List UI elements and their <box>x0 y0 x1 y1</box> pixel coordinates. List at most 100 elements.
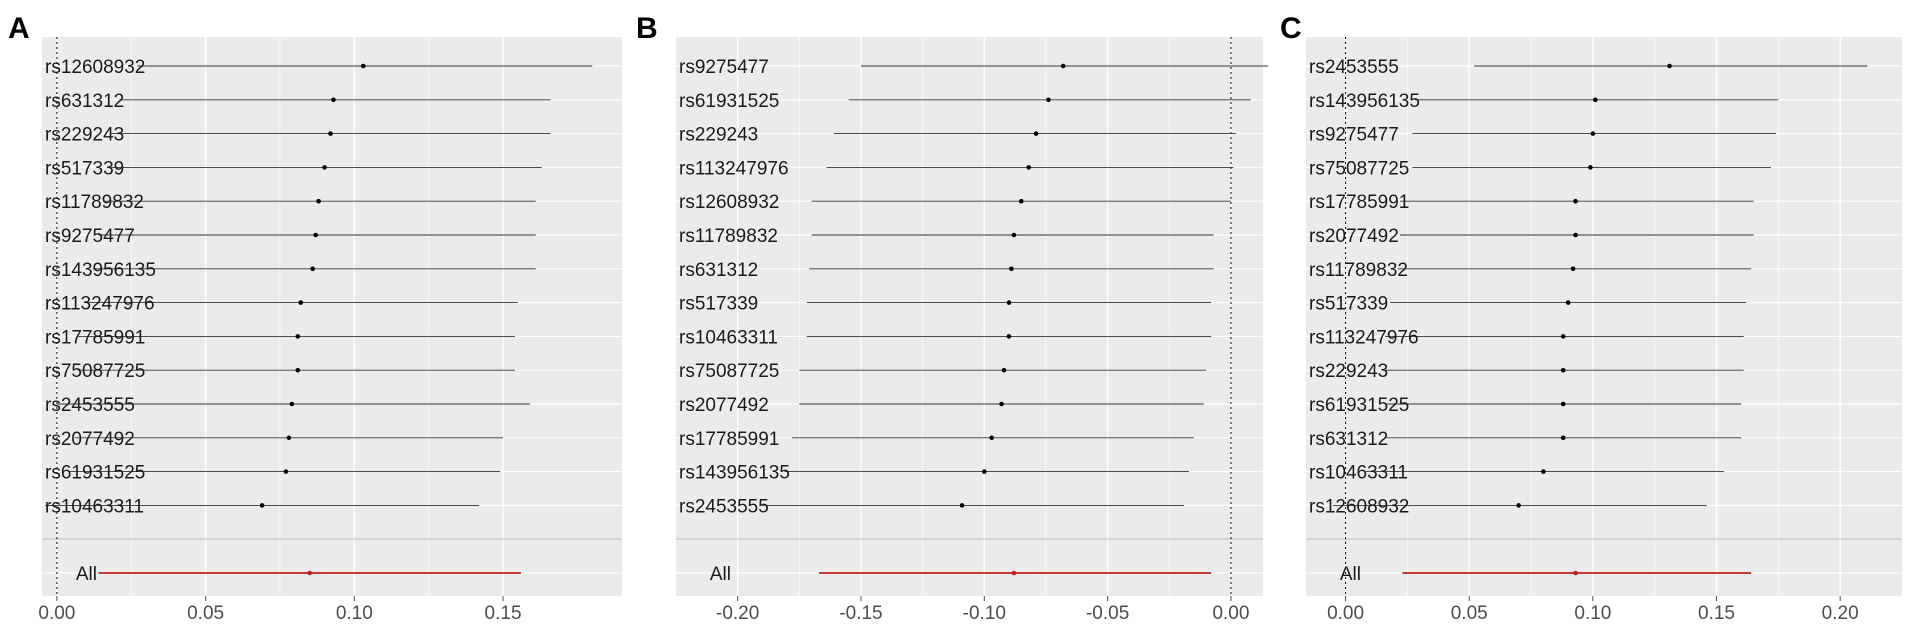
estimate-point <box>328 131 333 136</box>
snp-label: rs12608932 <box>679 192 779 213</box>
snp-label: rs2077492 <box>45 429 135 450</box>
snp-label: rs143956135 <box>1309 91 1420 112</box>
snp-label: rs143956135 <box>45 260 156 281</box>
panel-letter: C <box>1280 12 1302 45</box>
snp-label: rs9275477 <box>45 226 135 247</box>
estimate-point <box>1593 97 1598 103</box>
snp-label: rs75087725 <box>45 361 145 382</box>
snp-label: rs75087725 <box>679 361 779 382</box>
estimate-point <box>1667 63 1672 69</box>
estimate-point <box>286 435 292 441</box>
estimate-point <box>298 300 304 305</box>
estimate-point <box>1573 198 1578 204</box>
estimate-point <box>1588 165 1593 170</box>
plot-background <box>42 37 622 596</box>
snp-label: rs113247976 <box>1309 327 1419 348</box>
estimate-point <box>283 469 289 474</box>
snp-label: rs12608932 <box>1309 496 1409 517</box>
x-tick-label: 0.15 <box>1698 603 1735 624</box>
overall-label: All <box>76 564 97 585</box>
estimate-point <box>310 266 315 272</box>
estimate-point <box>1560 334 1566 339</box>
snp-label: rs113247976 <box>45 294 155 315</box>
snp-label: rs517339 <box>45 158 124 179</box>
overall-estimate-point <box>1573 570 1578 576</box>
x-tick-label: -0.15 <box>839 603 882 624</box>
snp-label: rs10463311 <box>679 327 778 348</box>
snp-label: rs113247976 <box>679 158 789 179</box>
snp-label: rs631312 <box>1309 429 1388 450</box>
overall-label: All <box>1340 564 1361 585</box>
estimate-point <box>289 401 295 407</box>
estimate-point <box>1006 300 1012 305</box>
overall-estimate-point <box>307 570 312 576</box>
snp-label: rs2453555 <box>45 395 135 416</box>
estimate-point <box>360 63 366 69</box>
snp-label: rs2077492 <box>679 395 769 416</box>
estimate-point <box>322 165 327 170</box>
x-tick-label: 0.05 <box>187 603 224 624</box>
estimate-point <box>1573 232 1578 238</box>
estimate-point <box>259 503 265 508</box>
snp-label: rs11789832 <box>679 226 778 247</box>
estimate-point <box>1541 469 1546 474</box>
overall-label: All <box>710 564 731 585</box>
snp-label: rs2453555 <box>1309 57 1399 78</box>
estimate-point <box>313 232 318 238</box>
estimate-point <box>959 503 965 508</box>
estimate-point <box>1060 63 1066 69</box>
estimate-point <box>1565 300 1571 305</box>
snp-label: rs61931525 <box>45 463 145 484</box>
estimate-point <box>1026 165 1031 170</box>
panel-letter: B <box>636 12 658 45</box>
snp-label: rs61931525 <box>679 91 779 112</box>
snp-label: rs143956135 <box>679 463 790 484</box>
snp-label: rs517339 <box>679 294 758 315</box>
snp-label: rs61931525 <box>1309 395 1409 416</box>
estimate-point <box>1033 131 1039 136</box>
estimate-point <box>1018 198 1024 204</box>
snp-label: rs11789832 <box>45 192 144 213</box>
estimate-point <box>1516 503 1521 508</box>
snp-label: rs11789832 <box>1309 260 1408 281</box>
estimate-point <box>1560 367 1566 373</box>
snp-label: rs2077492 <box>1309 226 1399 247</box>
estimate-point <box>1046 97 1051 103</box>
snp-label: rs17785991 <box>45 327 145 348</box>
snp-label: rs10463311 <box>1309 463 1408 484</box>
estimate-point <box>331 97 336 103</box>
overall-estimate-point <box>1011 570 1017 576</box>
snp-label: rs12608932 <box>45 57 145 78</box>
x-tick-label: 0.10 <box>1574 603 1611 624</box>
snp-label: rs17785991 <box>1309 192 1409 213</box>
panel-letter: A <box>8 12 30 45</box>
estimate-point <box>1560 435 1566 441</box>
estimate-point <box>1560 401 1566 407</box>
x-tick-label: 0.20 <box>1822 603 1859 624</box>
x-tick-label: -0.05 <box>1086 603 1129 624</box>
estimate-point <box>1590 131 1596 136</box>
snp-label: rs10463311 <box>45 496 144 517</box>
estimate-point <box>295 334 301 339</box>
snp-label: rs229243 <box>679 125 758 146</box>
snp-label: rs229243 <box>45 125 124 146</box>
x-tick-label: 0.00 <box>1212 603 1249 624</box>
snp-label: rs631312 <box>679 260 758 281</box>
x-tick-label: -0.20 <box>716 603 759 624</box>
estimate-point <box>316 198 321 204</box>
estimate-point <box>1006 334 1012 339</box>
plot-background <box>676 37 1263 596</box>
estimate-point <box>1570 266 1576 272</box>
snp-label: rs2453555 <box>679 496 769 517</box>
estimate-point <box>1009 266 1014 272</box>
x-tick-label: 0.00 <box>38 603 75 624</box>
x-tick-label: 0.10 <box>336 603 373 624</box>
snp-label: rs229243 <box>1309 361 1388 382</box>
plot-background <box>1306 37 1902 596</box>
snp-label: rs9275477 <box>1309 125 1399 146</box>
x-tick-label: 0.00 <box>1327 603 1364 624</box>
